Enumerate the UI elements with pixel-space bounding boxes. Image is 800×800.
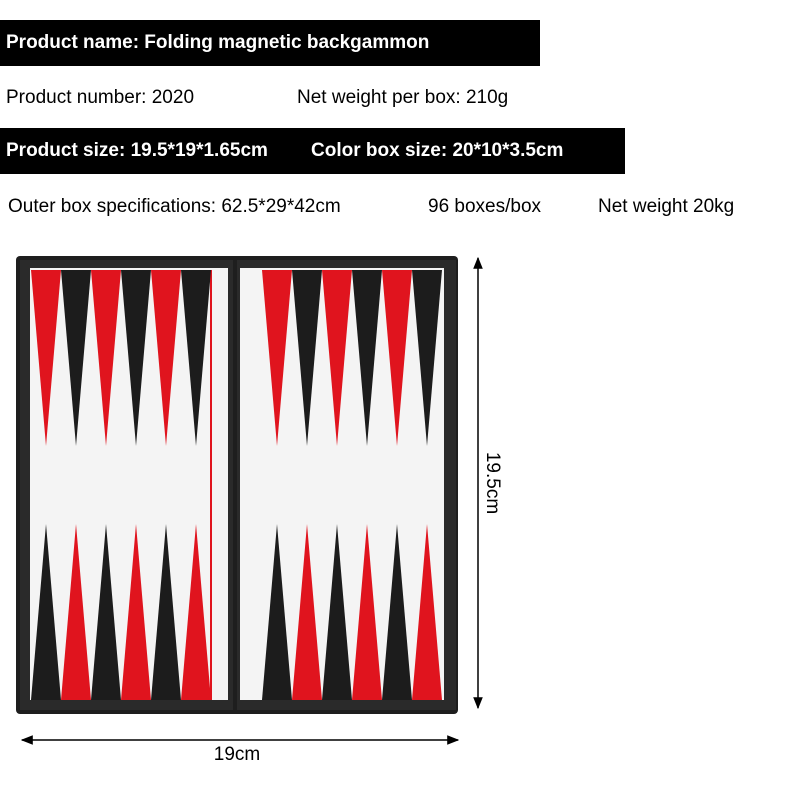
board-point (31, 524, 61, 700)
board-point (322, 270, 352, 446)
board-point (181, 524, 211, 700)
board-point (322, 524, 352, 700)
board-point (121, 270, 151, 446)
board-point (31, 270, 61, 446)
board-point (382, 524, 412, 700)
board-point (352, 270, 382, 446)
board-point (151, 524, 181, 700)
boxes-per-box: 96 boxes/box (428, 196, 542, 217)
color-box-size: Color box size: 20*10*3.5cm (311, 140, 564, 161)
board-point (262, 270, 292, 446)
board-point (91, 524, 121, 700)
product-size: Product size: 19.5*19*1.65cm (6, 140, 268, 161)
product-number: Product number: 2020 (6, 87, 195, 108)
size-bar: Product size: 19.5*19*1.65cm Color box s… (0, 128, 625, 174)
product-name: Product name: Folding magnetic backgammo… (6, 32, 430, 53)
board-point (262, 524, 292, 700)
board-point (412, 524, 442, 700)
name-bar: Product name: Folding magnetic backgammo… (0, 20, 540, 66)
board-point (412, 270, 442, 446)
height-label: 19.5cm (482, 452, 503, 514)
board-point (292, 524, 322, 700)
board-point (151, 270, 181, 446)
board-point (61, 270, 91, 446)
board-point (181, 270, 211, 446)
board-point (121, 524, 151, 700)
width-label: 19cm (214, 744, 260, 765)
board-point (61, 524, 91, 700)
net-weight: Net weight 20kg (598, 196, 735, 217)
board-point (352, 524, 382, 700)
board-point (91, 270, 121, 446)
board-point (292, 270, 322, 446)
net-weight-per-box: Net weight per box: 210g (297, 87, 509, 108)
outer-box: Outer box specifications: 62.5*29*42cm (8, 196, 341, 217)
board-point (382, 270, 412, 446)
